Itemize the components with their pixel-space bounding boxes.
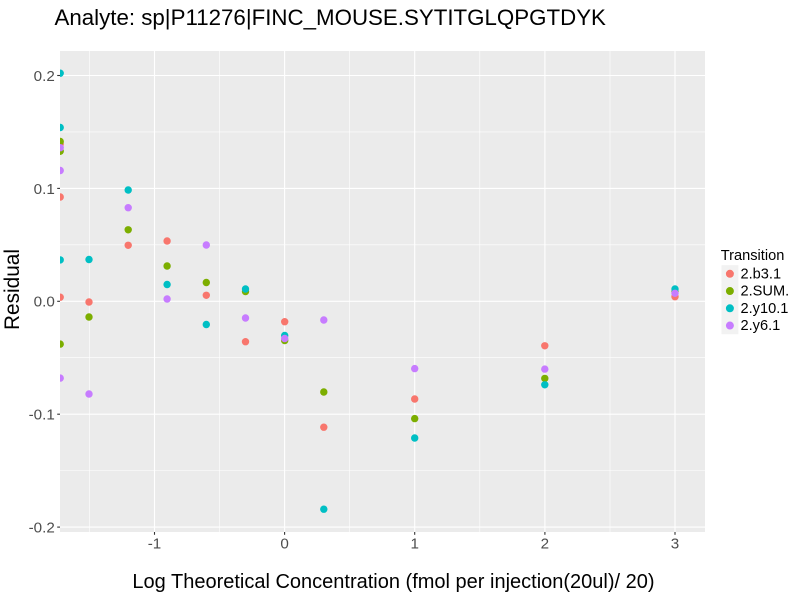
svg-text:Transition: Transition — [721, 248, 785, 264]
svg-text:-1: -1 — [148, 536, 162, 553]
svg-text:-0.1: -0.1 — [29, 407, 55, 424]
svg-text:2: 2 — [541, 536, 549, 553]
svg-text:2.y6.1: 2.y6.1 — [741, 318, 781, 334]
svg-text:2.SUM.: 2.SUM. — [741, 284, 790, 300]
svg-text:2.y10.1: 2.y10.1 — [741, 301, 789, 317]
svg-text:-0.2: -0.2 — [29, 520, 55, 537]
svg-text:0: 0 — [280, 536, 288, 553]
svg-text:0.2: 0.2 — [34, 68, 55, 85]
svg-text:0.1: 0.1 — [34, 181, 55, 198]
svg-text:3: 3 — [671, 536, 679, 553]
svg-text:2.b3.1: 2.b3.1 — [741, 266, 782, 282]
svg-text:1: 1 — [410, 536, 418, 553]
svg-text:Residual: Residual — [1, 249, 24, 330]
svg-text:Analyte: sp|P11276|FINC_MOUSE.: Analyte: sp|P11276|FINC_MOUSE.SYTITGLQPG… — [55, 5, 607, 30]
svg-text:0.0: 0.0 — [34, 294, 55, 311]
svg-text:Log Theoretical Concentration: Log Theoretical Concentration (fmol per … — [132, 571, 654, 593]
